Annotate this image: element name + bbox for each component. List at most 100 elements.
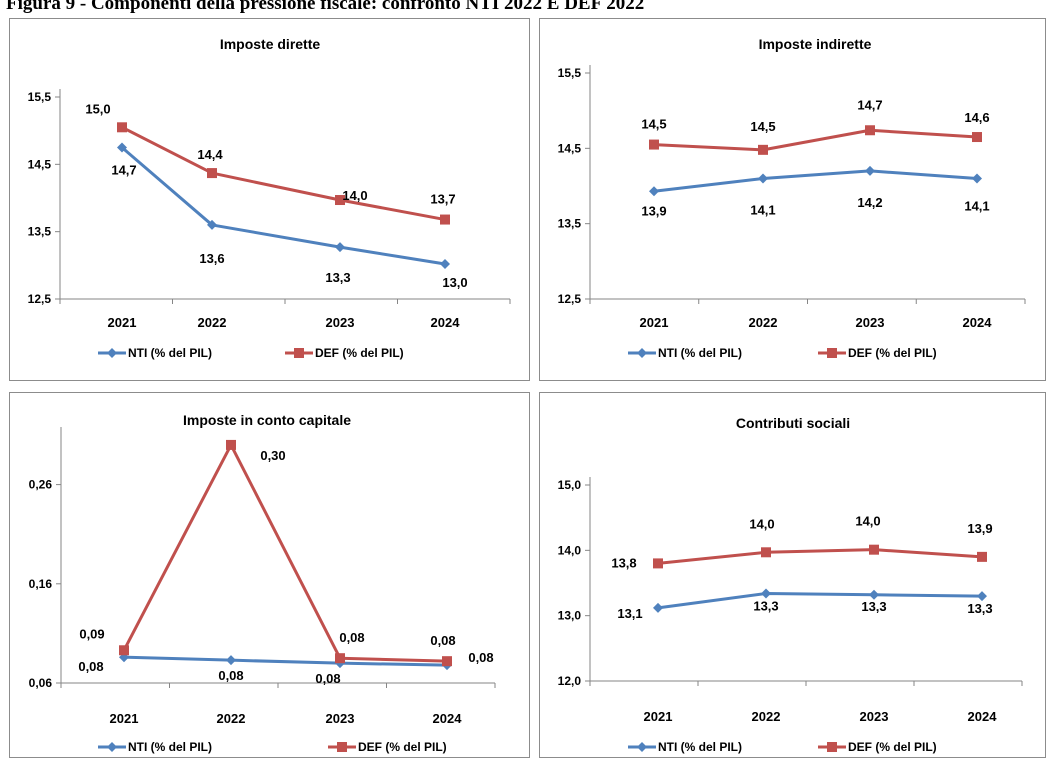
legend-marker-def xyxy=(827,742,837,752)
data-label-nti: 14,1 xyxy=(964,198,989,213)
data-label-nti: 13,3 xyxy=(325,270,350,285)
data-label-def: 14,0 xyxy=(342,188,367,203)
y-tick-label: 0,26 xyxy=(29,478,53,492)
point-nti xyxy=(335,242,345,253)
legend-label-def: DEF (% del PIL) xyxy=(848,346,937,360)
point-nti xyxy=(869,589,879,600)
legend-marker-nti xyxy=(637,348,647,358)
chart-title: Imposte dirette xyxy=(220,36,321,52)
point-def xyxy=(335,195,345,206)
x-tick-label: 2022 xyxy=(217,711,246,726)
x-tick-label: 2023 xyxy=(326,315,355,330)
x-tick-label: 2022 xyxy=(749,315,778,330)
point-nti xyxy=(977,591,987,602)
point-def xyxy=(440,214,450,225)
data-label-nti: 13,0 xyxy=(442,275,467,290)
data-label-def: 0,30 xyxy=(260,448,285,463)
point-nti xyxy=(865,165,875,176)
legend-marker-nti xyxy=(637,742,647,752)
point-def xyxy=(869,544,879,555)
point-nti xyxy=(653,602,663,613)
data-label-nti: 13,3 xyxy=(967,601,992,616)
series-line-def xyxy=(121,125,446,222)
legend-label-nti: NTI (% del PIL) xyxy=(658,740,742,754)
data-label-nti: 0,08 xyxy=(315,671,340,686)
legend-marker-def xyxy=(827,348,837,358)
series-line-def xyxy=(122,443,448,663)
data-label-nti: 13,6 xyxy=(199,251,224,266)
legend-label-nti: NTI (% del PIL) xyxy=(658,346,742,360)
data-label-def: 15,0 xyxy=(85,101,110,116)
point-def xyxy=(119,645,129,656)
x-tick-label: 2021 xyxy=(640,315,669,330)
point-def xyxy=(653,558,663,569)
figure-caption: Figura 9 - Componenti della pressione fi… xyxy=(6,0,645,14)
chart-panel-contributi-sociali: Contributi sociali 12,0 13,0 14,0 15,0 2021 20… xyxy=(539,392,1046,758)
point-def xyxy=(865,125,875,136)
data-label-def: 0,08 xyxy=(430,633,455,648)
data-label-def: 14,4 xyxy=(197,147,223,162)
series-line-def xyxy=(657,548,983,565)
data-label-def: 14,6 xyxy=(964,110,989,125)
legend-label-nti: NTI (% del PIL) xyxy=(128,740,212,754)
chart-imposte-dirette: Imposte dirette 12,5 13,5 14,5 15,5 2021 2022 2… xyxy=(28,36,511,360)
point-def xyxy=(207,168,217,179)
y-tick-label: 0,06 xyxy=(29,676,53,690)
chart-panel-imposte-indirette: Imposte indirette 12,5 13,5 14,5 15,5 2021 202… xyxy=(539,18,1046,381)
point-nti xyxy=(758,173,768,184)
x-tick-label: 2024 xyxy=(431,315,461,330)
legend-label-def: DEF (% del PIL) xyxy=(848,740,937,754)
point-def xyxy=(972,132,982,143)
data-label-def: 14,5 xyxy=(641,117,666,132)
legend-marker-nti xyxy=(107,742,117,752)
x-tick-label: 2024 xyxy=(968,709,998,724)
y-tick-label: 15,5 xyxy=(558,66,582,80)
x-tick-label: 2022 xyxy=(752,709,781,724)
point-def xyxy=(761,547,771,558)
legend-label-nti: NTI (% del PIL) xyxy=(128,346,212,360)
x-tick-label: 2024 xyxy=(963,315,993,330)
point-nti xyxy=(440,258,450,269)
data-label-nti: 14,7 xyxy=(111,163,136,178)
y-tick-label: 13,5 xyxy=(558,217,582,231)
x-tick-label: 2021 xyxy=(644,709,673,724)
y-tick-label: 12,0 xyxy=(558,674,582,688)
legend-label-def: DEF (% del PIL) xyxy=(315,346,404,360)
legend-label-def: DEF (% del PIL) xyxy=(358,740,447,754)
data-label-nti: 0,08 xyxy=(468,650,493,665)
x-tick-label: 2021 xyxy=(110,711,139,726)
chart-title: Imposte in conto capitale xyxy=(183,412,351,428)
data-label-def: 13,9 xyxy=(967,521,992,536)
point-nti xyxy=(649,186,659,197)
y-tick-label: 0,16 xyxy=(29,577,53,591)
data-label-def: 14,0 xyxy=(855,514,880,529)
point-def xyxy=(977,551,987,562)
series-line-nti xyxy=(657,591,983,610)
data-label-nti: 14,2 xyxy=(857,195,882,210)
chart-contributi-sociali: Contributi sociali 12,0 13,0 14,0 15,0 2021 20… xyxy=(558,415,1023,754)
x-tick-label: 2023 xyxy=(856,315,885,330)
point-def xyxy=(442,656,452,667)
legend-marker-def xyxy=(294,348,304,358)
chart-panel-imposte-conto-capitale: Imposte in conto capitale 0,06 0,16 0,26 202… xyxy=(9,392,530,758)
x-tick-label: 2023 xyxy=(326,711,355,726)
chart-imposte-conto-capitale: Imposte in conto capitale 0,06 0,16 0,26 202… xyxy=(29,412,496,754)
chart-panel-imposte-dirette: Imposte dirette 12,5 13,5 14,5 15,5 2021 2022 2… xyxy=(9,18,530,381)
data-label-def: 13,7 xyxy=(430,192,455,207)
point-def xyxy=(758,144,768,155)
legend-marker-nti xyxy=(107,348,117,358)
data-label-nti: 0,08 xyxy=(218,668,243,683)
data-label-nti: 13,9 xyxy=(641,203,666,218)
point-nti xyxy=(226,655,236,666)
y-tick-label: 15,0 xyxy=(558,478,582,492)
series-line-def xyxy=(653,128,978,152)
data-label-def: 13,8 xyxy=(611,555,636,570)
point-def xyxy=(649,139,659,150)
x-tick-label: 2021 xyxy=(108,315,137,330)
point-def xyxy=(335,653,345,664)
x-tick-label: 2024 xyxy=(433,711,463,726)
point-nti xyxy=(117,142,127,153)
data-label-nti: 13,3 xyxy=(753,598,778,613)
series-line-nti xyxy=(653,169,978,193)
data-label-def: 14,7 xyxy=(857,97,882,112)
